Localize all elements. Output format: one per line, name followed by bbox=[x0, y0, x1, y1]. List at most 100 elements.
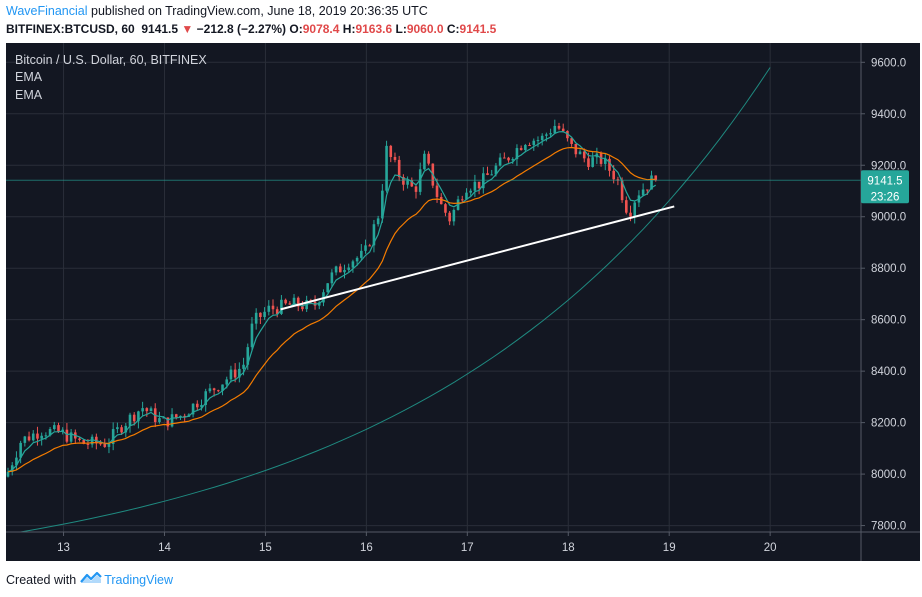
candle-body bbox=[229, 369, 233, 380]
candle-body bbox=[477, 181, 481, 189]
candle-body bbox=[528, 144, 531, 146]
low-value: 9060.0 bbox=[406, 22, 444, 36]
legend-ema-fast[interactable]: EMA bbox=[15, 70, 43, 84]
candle-body bbox=[486, 173, 489, 175]
price-tick-label: 9600.0 bbox=[871, 57, 906, 69]
price-tick-label: 9000.0 bbox=[871, 212, 906, 224]
candle-body bbox=[233, 369, 237, 378]
candle-body bbox=[292, 297, 296, 305]
ema-fast-line bbox=[7, 130, 657, 473]
candle-body bbox=[460, 199, 464, 201]
candle-body bbox=[19, 442, 22, 458]
tradingview-link[interactable]: TradingView bbox=[104, 572, 173, 587]
candle-body bbox=[561, 128, 565, 132]
candle-body bbox=[57, 425, 60, 432]
candle-body bbox=[204, 391, 208, 405]
candle-body bbox=[397, 159, 401, 178]
candle-body bbox=[65, 429, 69, 442]
trendline[interactable] bbox=[280, 205, 675, 311]
candle-body bbox=[36, 433, 39, 439]
candle-body bbox=[170, 414, 174, 427]
candle-body bbox=[536, 140, 540, 142]
price-chart[interactable]: 7800.0 8000.0 8200.0 8400.0 8600.0 8800.0 9000… bbox=[6, 43, 920, 561]
candle-body bbox=[444, 204, 447, 213]
candle-body bbox=[364, 245, 367, 251]
candle-body bbox=[402, 177, 405, 185]
candle-body bbox=[360, 250, 363, 258]
candle-body bbox=[490, 174, 494, 176]
open-label: O: bbox=[289, 22, 303, 36]
candle-body bbox=[603, 158, 607, 164]
candle-body bbox=[44, 435, 48, 437]
candle-body bbox=[326, 283, 329, 293]
candle-body bbox=[82, 439, 86, 444]
candle-body bbox=[238, 368, 241, 378]
candle-body bbox=[284, 299, 287, 304]
candle-body bbox=[570, 138, 573, 144]
price-tag-box bbox=[861, 170, 909, 204]
candle-body bbox=[393, 157, 397, 160]
created-with-text: Created with bbox=[6, 572, 77, 587]
candle-body bbox=[99, 443, 102, 445]
candle-body bbox=[10, 465, 14, 472]
ema-layer bbox=[7, 130, 657, 473]
candle-body bbox=[507, 157, 510, 161]
candle-body bbox=[633, 202, 637, 217]
candle-body bbox=[250, 323, 254, 348]
time-tick-label: 15 bbox=[259, 542, 272, 554]
candle-body bbox=[263, 311, 266, 318]
candle-body bbox=[162, 417, 165, 419]
candle-body bbox=[217, 390, 220, 392]
price-tick-label: 8800.0 bbox=[871, 263, 906, 275]
close-label: C: bbox=[446, 22, 460, 36]
chart-area[interactable]: 7800.0 8000.0 8200.0 8400.0 8600.0 8800.0 9000… bbox=[6, 43, 920, 561]
candle-body bbox=[116, 427, 119, 430]
curve-layer bbox=[13, 67, 771, 534]
plot-background bbox=[6, 43, 861, 532]
candle-body bbox=[381, 190, 384, 219]
close-value: 9141.5 bbox=[459, 22, 497, 36]
candle-body bbox=[145, 408, 149, 412]
candle-body bbox=[191, 403, 195, 415]
candle-body bbox=[629, 212, 632, 217]
candle-body bbox=[469, 190, 472, 193]
candle-body bbox=[545, 134, 548, 136]
legend-title: Bitcoin / U.S. Dollar, 60, BITFINEX bbox=[15, 53, 207, 67]
candle-body bbox=[368, 245, 372, 247]
price-change: −212.8 (−2.27%) bbox=[196, 22, 287, 36]
candle-body bbox=[259, 312, 262, 318]
candle-body bbox=[275, 309, 279, 314]
parabolic-curve bbox=[13, 67, 771, 534]
candle-body bbox=[452, 209, 456, 222]
publish-info: WaveFinancial published on TradingView.c… bbox=[6, 4, 428, 18]
candle-body bbox=[48, 429, 52, 436]
candle-body bbox=[200, 404, 203, 408]
legend-ema-slow[interactable]: EMA bbox=[15, 88, 43, 102]
candle-body bbox=[549, 133, 552, 135]
price-tag-value: 9141.5 bbox=[867, 175, 902, 187]
candle-body bbox=[620, 180, 624, 201]
candle-body bbox=[246, 347, 250, 365]
candle-body bbox=[271, 305, 275, 310]
candle-body bbox=[40, 435, 43, 439]
tradingview-logo-icon[interactable] bbox=[80, 571, 102, 587]
candle-body bbox=[221, 384, 224, 391]
price-axis[interactable] bbox=[861, 43, 920, 532]
candle-body bbox=[69, 432, 73, 442]
candle-body bbox=[503, 157, 506, 159]
candle-body bbox=[6, 471, 10, 477]
candle-body bbox=[646, 189, 649, 191]
price-tick-label: 7800.0 bbox=[871, 521, 906, 533]
time-axis[interactable] bbox=[6, 532, 920, 561]
candle-body bbox=[195, 403, 199, 408]
candle-body bbox=[183, 415, 186, 417]
candle-body bbox=[532, 140, 536, 145]
symbol-ohlc-line: BITFINEX:BTCUSD, 60 9141.5 ▼ −212.8 (−2.… bbox=[6, 22, 496, 36]
price-tick-label: 8200.0 bbox=[871, 418, 906, 430]
candle-body bbox=[591, 157, 594, 167]
author-name[interactable]: WaveFinancial bbox=[6, 4, 88, 18]
candle-body bbox=[120, 427, 123, 433]
time-tick-label: 18 bbox=[562, 542, 575, 554]
price-tick-label: 8600.0 bbox=[871, 315, 906, 327]
low-label: L: bbox=[395, 22, 407, 36]
